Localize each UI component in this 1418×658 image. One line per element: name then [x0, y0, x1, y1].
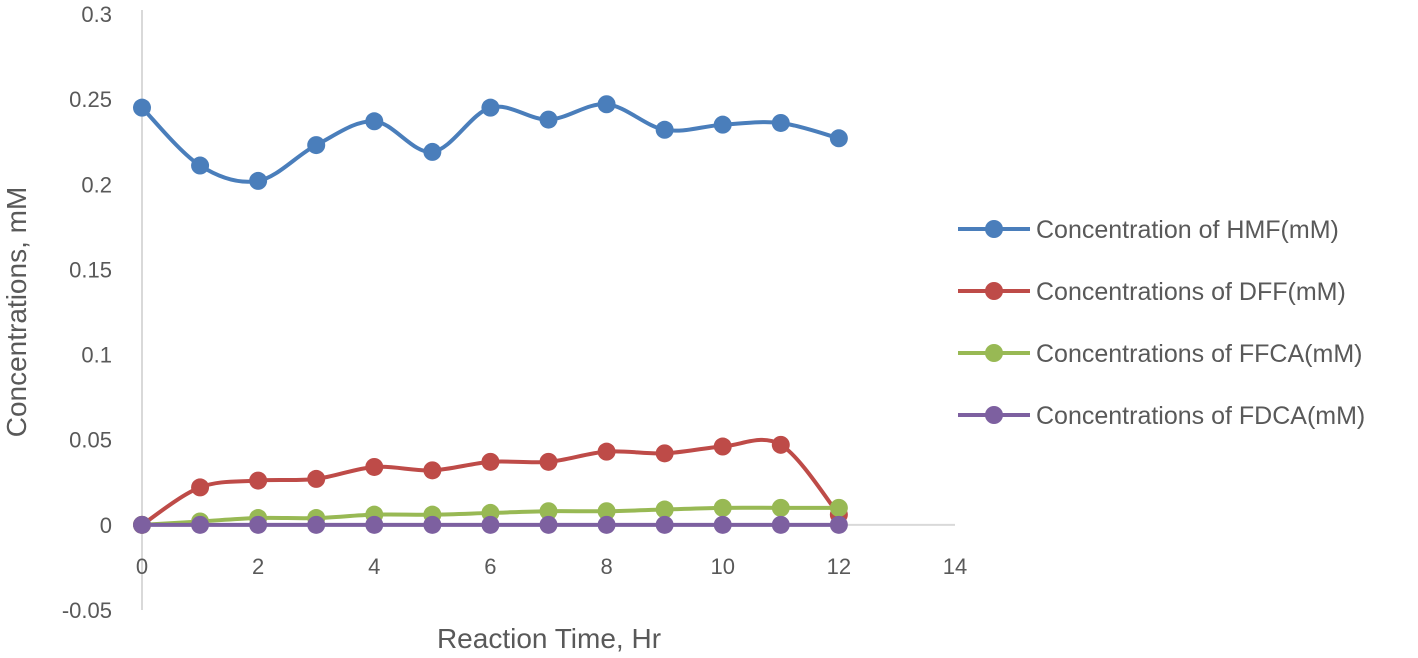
x-tick-label: 2: [252, 554, 264, 579]
y-tick-label: 0.25: [69, 87, 112, 112]
data-point: [655, 120, 674, 139]
data-point: [249, 171, 268, 190]
legend-marker: [985, 282, 1003, 300]
legend-label: Concentrations of DFF(mM): [1036, 278, 1346, 306]
x-tick-label: 6: [484, 554, 496, 579]
data-point: [365, 457, 384, 476]
data-point: [481, 452, 500, 471]
data-point: [133, 515, 151, 534]
data-point: [307, 469, 326, 488]
data-point: [771, 515, 790, 534]
data-point: [655, 444, 674, 463]
data-point: [829, 515, 848, 534]
legend-label: Concentrations of FDCA(mM): [1036, 402, 1365, 430]
data-point: [829, 498, 848, 517]
y-tick-labels: 0.3 0.25 0.2 0.15 0.1 0.05 0 -0.05: [62, 2, 112, 623]
data-point: [713, 437, 732, 456]
y-axis-title: Concentrations, mM: [1, 187, 32, 438]
series-points: [133, 95, 848, 534]
x-axis-title: Reaction Time, Hr: [437, 623, 661, 654]
legend-marker: [985, 406, 1003, 424]
x-tick-label: 0: [136, 554, 148, 579]
y-tick-label: 0.1: [81, 343, 112, 368]
data-point: [539, 515, 558, 534]
data-point: [713, 498, 732, 517]
y-tick-label: 0.3: [81, 2, 112, 27]
data-point: [307, 515, 326, 534]
data-point: [423, 461, 442, 480]
data-point: [597, 502, 616, 521]
data-point: [713, 115, 732, 134]
data-point: [307, 136, 326, 155]
x-tick-label: 8: [600, 554, 612, 579]
data-point: [423, 515, 442, 534]
data-point: [481, 98, 500, 117]
data-point: [713, 515, 732, 534]
data-point: [191, 156, 210, 175]
data-point: [597, 442, 616, 461]
data-point: [655, 500, 674, 519]
data-point: [597, 515, 616, 534]
data-point: [191, 515, 210, 534]
y-tick-label: 0.15: [69, 257, 112, 282]
data-point: [829, 129, 848, 148]
data-point: [539, 502, 558, 521]
y-tick-label: -0.05: [62, 598, 112, 623]
x-tick-label: 14: [943, 554, 967, 579]
data-point: [655, 515, 674, 534]
data-point: [597, 95, 616, 114]
data-point: [771, 435, 790, 454]
x-tick-label: 4: [368, 554, 380, 579]
data-point: [771, 498, 790, 517]
data-point: [133, 98, 151, 117]
data-point: [365, 515, 384, 534]
data-point: [249, 515, 268, 534]
legend: Concentration of HMF(mM) Concentrations o…: [958, 216, 1365, 430]
legend-label: Concentration of HMF(mM): [1036, 216, 1339, 244]
x-tick-labels: 0 2 4 6 8 10 12 14: [136, 554, 967, 579]
data-point: [539, 110, 558, 129]
y-tick-label: 0.05: [69, 428, 112, 453]
data-point: [249, 471, 268, 490]
data-point: [423, 142, 442, 161]
x-tick-label: 12: [827, 554, 851, 579]
y-tick-label: 0: [100, 513, 112, 538]
legend-marker: [985, 344, 1003, 362]
legend-label: Concentrations of FFCA(mM): [1036, 340, 1362, 368]
x-tick-label: 10: [710, 554, 734, 579]
data-point: [481, 515, 500, 534]
legend-marker: [985, 220, 1003, 238]
data-point: [191, 478, 210, 497]
y-tick-label: 0.2: [81, 172, 112, 197]
data-point: [365, 112, 384, 131]
data-point: [771, 113, 790, 132]
data-point: [539, 452, 558, 471]
